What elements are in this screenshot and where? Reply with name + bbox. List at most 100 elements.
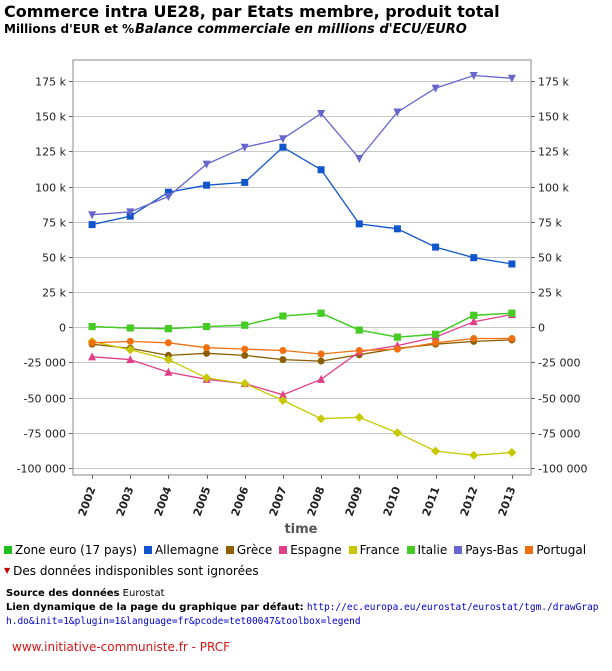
data-point <box>164 339 172 347</box>
y-tick-label-left: 25 k <box>42 287 66 300</box>
y-tick-label-right: 50 k <box>538 252 562 265</box>
y-tick-label-left: 75 k <box>42 217 66 230</box>
data-point <box>88 323 96 331</box>
legend-item: Portugal <box>525 543 586 557</box>
y-tick-label-right: -75 000 <box>538 428 580 441</box>
y-tick-label-right: 75 k <box>538 217 562 230</box>
series-espagne <box>88 310 516 399</box>
data-point <box>88 352 97 361</box>
data-point <box>164 367 173 376</box>
data-point <box>164 192 173 201</box>
data-point <box>508 260 516 268</box>
legend-item: Allemagne <box>143 543 219 557</box>
data-point <box>126 208 135 217</box>
y-tick-label-right: 25 k <box>538 287 562 300</box>
grid <box>72 59 532 476</box>
triangle-down-icon: ▼ <box>4 566 11 575</box>
legend-item: Grèce <box>225 543 272 557</box>
plot-frame <box>72 59 532 476</box>
x-tick-label: 2008 <box>305 485 328 518</box>
footer-credit: www.initiative-communiste.fr - PRCF <box>12 640 231 654</box>
series-allemagne <box>88 143 516 268</box>
data-point <box>202 373 212 383</box>
series-pays-bas <box>88 71 516 220</box>
series-portugal <box>88 335 516 358</box>
legend-item: France <box>348 543 400 557</box>
legend-swatch <box>279 546 288 554</box>
x-tick-label: 2003 <box>114 485 137 518</box>
dynamic-link-url[interactable]: http://ec.europa.eu/eurostat/eurostat/tg… <box>6 602 599 627</box>
y-tick-label-left: 0 <box>59 322 66 335</box>
data-point <box>393 345 401 353</box>
legend-label: Espagne <box>290 543 342 557</box>
data-point <box>279 312 287 320</box>
data-point <box>240 143 249 152</box>
dynamic-link-label: Lien dynamique de la page du graphique p… <box>6 602 304 613</box>
x-tick-label: 2007 <box>267 485 290 518</box>
legend-swatch <box>454 546 463 554</box>
y-tick-label-left: -75 000 <box>24 428 66 441</box>
data-point <box>508 309 516 317</box>
data-point <box>164 325 172 333</box>
data-point <box>88 339 96 347</box>
source-line: Source des données Eurostat <box>6 588 165 599</box>
legend-item: Zone euro (17 pays) <box>4 543 137 557</box>
legend: Zone euro (17 pays) Allemagne Grèce Espagne… <box>4 543 608 557</box>
data-point <box>393 225 401 233</box>
data-point <box>241 345 249 353</box>
y-tick-label-left: -100 000 <box>17 463 66 476</box>
series-italie <box>88 309 516 341</box>
data-point <box>126 337 134 345</box>
data-point <box>393 333 401 341</box>
data-point <box>393 108 402 117</box>
y-tick-label-left: -25 000 <box>24 357 66 370</box>
legend-label: Pays-Bas <box>465 543 519 557</box>
legend-swatch <box>143 546 152 554</box>
data-point <box>125 345 135 355</box>
data-point <box>431 446 441 456</box>
data-point <box>469 317 478 326</box>
y-tick-label-left: 175 k <box>35 76 66 89</box>
legend-swatch <box>406 546 415 554</box>
x-axis-label: time <box>284 522 317 537</box>
x-tick-label: 2006 <box>229 485 252 519</box>
source-value: Eurostat <box>122 588 165 599</box>
data-point <box>278 395 288 405</box>
data-point <box>507 74 516 83</box>
y-tick-label-left: 125 k <box>35 146 66 159</box>
data-point <box>278 390 287 399</box>
data-point <box>240 379 250 389</box>
data-point <box>126 324 134 332</box>
y-tick-label-left: 50 k <box>42 252 66 265</box>
data-point <box>203 344 211 352</box>
series-line <box>92 74 512 216</box>
data-point <box>355 347 363 354</box>
series-line <box>92 313 513 396</box>
note-text: ▼ Des données indisponibles sont ignorées <box>4 564 259 578</box>
y-tick-label-right: 175 k <box>538 76 569 89</box>
data-point <box>355 154 364 163</box>
y-tick-label-right: 0 <box>538 322 545 335</box>
legend-item: Espagne <box>279 543 342 557</box>
y-tick-label-right: 100 k <box>538 182 569 195</box>
data-point <box>470 335 478 343</box>
units-label: Millions d'EUR et % <box>4 22 135 36</box>
data-point <box>317 374 326 383</box>
data-point <box>317 109 326 118</box>
series-line <box>91 146 513 265</box>
legend-swatch <box>4 546 12 554</box>
data-point <box>88 211 97 220</box>
y-tick-label-right: 125 k <box>538 146 569 159</box>
data-point <box>317 350 325 358</box>
data-point <box>507 447 517 457</box>
data-point <box>241 178 249 186</box>
x-tick-label: 2009 <box>343 485 366 518</box>
data-point <box>241 321 249 329</box>
y-tick-label-right: 150 k <box>538 111 569 124</box>
legend-item: Italie <box>406 543 447 557</box>
legend-swatch <box>348 546 357 554</box>
y-tick-label-right: -100 000 <box>538 463 587 476</box>
legend-label: Portugal <box>536 543 587 557</box>
chart-title: Commerce intra UE28, par Etats membre, p… <box>4 2 500 21</box>
line-chart: 175 k 150 k 125 k 100 k 75 k 50 k 25 k 0 -25 000… <box>17 59 587 537</box>
